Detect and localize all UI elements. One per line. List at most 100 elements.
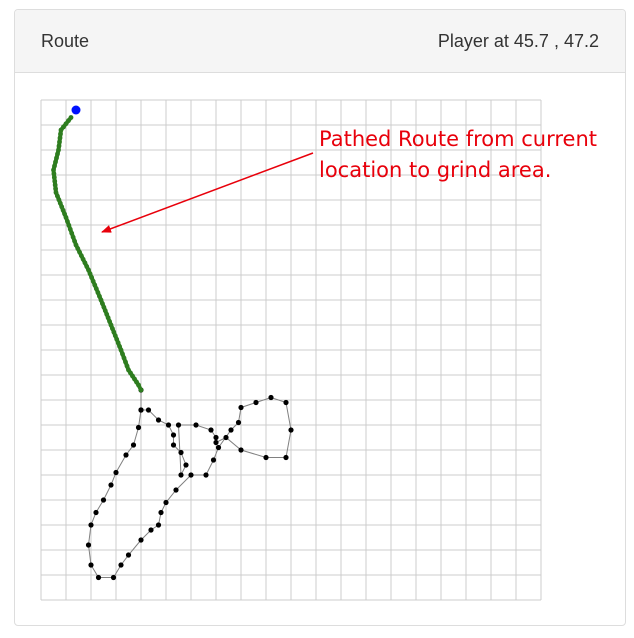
grind-waypoint bbox=[125, 552, 132, 558]
grind-waypoint bbox=[238, 447, 244, 453]
annotation-arrow bbox=[101, 152, 314, 233]
grind-waypoint bbox=[203, 472, 209, 478]
pathed-waypoint bbox=[80, 256, 86, 262]
pathed-waypoint bbox=[118, 347, 124, 353]
pathed-waypoint bbox=[97, 293, 102, 299]
pathed-route-line bbox=[51, 115, 143, 392]
player-position: Player at 45.7 , 47.2 bbox=[437, 31, 599, 51]
pathed-waypoint bbox=[52, 163, 57, 169]
grind-waypoint bbox=[148, 527, 154, 533]
pathed-waypoint bbox=[56, 147, 61, 153]
grind-waypoint bbox=[188, 472, 194, 478]
grind-route-line bbox=[87, 390, 292, 578]
player-y: 47.2 bbox=[563, 31, 599, 51]
pathed-waypoint bbox=[93, 286, 99, 292]
pathed-waypoint bbox=[95, 290, 101, 295]
pathed-waypoint bbox=[77, 249, 82, 255]
grind-waypoint bbox=[93, 509, 99, 516]
pathed-waypoint bbox=[136, 382, 141, 388]
grind-waypoint bbox=[88, 522, 94, 528]
grind-waypoint bbox=[113, 469, 119, 476]
grind-waypoint bbox=[178, 472, 184, 478]
grind-waypoint bbox=[175, 422, 182, 428]
grind-waypoint bbox=[155, 522, 162, 528]
pathed-waypoint bbox=[123, 359, 128, 365]
pathed-waypoint bbox=[72, 238, 77, 244]
pathed-waypoint bbox=[52, 182, 58, 188]
pathed-waypoint bbox=[56, 143, 62, 149]
pathed-waypoint bbox=[53, 159, 58, 165]
grind-waypoint bbox=[288, 427, 294, 433]
grind-waypoint bbox=[170, 432, 177, 438]
pathed-waypoint bbox=[84, 264, 90, 269]
annotation-text: Pathed Route from current location to gr… bbox=[319, 127, 597, 182]
grind-waypoint bbox=[213, 439, 219, 446]
pathed-waypoint bbox=[58, 127, 64, 133]
pathed-waypoint bbox=[67, 226, 73, 232]
grind-waypoint bbox=[228, 427, 234, 433]
panel-title: Route bbox=[41, 31, 90, 51]
pathed-waypoint bbox=[51, 167, 56, 173]
map-grid bbox=[40, 99, 542, 601]
pathed-waypoint bbox=[89, 275, 95, 280]
pathed-waypoint bbox=[53, 186, 58, 192]
pathed-waypoint bbox=[66, 222, 72, 228]
grind-waypoint bbox=[238, 404, 244, 411]
pathed-waypoint bbox=[124, 363, 130, 369]
grind-waypoint bbox=[173, 487, 179, 493]
grind-waypoint bbox=[118, 562, 124, 568]
pathed-waypoint bbox=[65, 219, 70, 224]
grind-waypoint bbox=[85, 542, 92, 548]
grind-waypoint bbox=[183, 462, 189, 468]
pathed-waypoint bbox=[121, 355, 127, 361]
pathed-waypoint bbox=[120, 351, 125, 357]
grind-waypoint bbox=[210, 457, 217, 463]
player-x: 45.7 bbox=[513, 31, 549, 51]
pathed-waypoint bbox=[57, 139, 62, 145]
grind-waypoint bbox=[158, 509, 164, 516]
pathed-waypoint bbox=[54, 155, 59, 161]
grind-waypoint bbox=[100, 497, 107, 503]
pathed-waypoint bbox=[82, 260, 88, 266]
grind-waypoint bbox=[163, 499, 169, 506]
pathed-waypoint bbox=[51, 171, 57, 177]
pathed-waypoint bbox=[75, 246, 81, 251]
grind-waypoint bbox=[253, 399, 259, 406]
player-label: Player at bbox=[437, 31, 509, 51]
pathed-waypoint bbox=[57, 135, 63, 141]
pathed-waypoint bbox=[55, 151, 60, 157]
grind-waypoint bbox=[135, 424, 142, 431]
grind-waypoint bbox=[170, 442, 177, 448]
pathed-waypoint bbox=[51, 175, 57, 180]
pathed-waypoint bbox=[63, 215, 69, 220]
pathed-waypoint bbox=[69, 230, 75, 236]
grind-waypoint bbox=[178, 449, 184, 456]
grind-waypoint bbox=[145, 407, 152, 413]
grind-waypoint bbox=[138, 407, 144, 413]
grind-waypoint bbox=[88, 562, 94, 568]
grind-waypoint bbox=[110, 574, 117, 581]
grind-waypoint bbox=[123, 452, 129, 458]
grind-waypoint bbox=[208, 427, 214, 433]
grind-waypoint bbox=[223, 434, 229, 441]
grind-waypoint bbox=[213, 434, 219, 441]
grind-waypoint bbox=[283, 454, 289, 461]
pathed-waypoint bbox=[58, 131, 63, 137]
grind-waypoint bbox=[95, 574, 102, 581]
grind-waypoint bbox=[108, 482, 114, 488]
grind-waypoint bbox=[283, 399, 289, 406]
panel-header: Route Player at 45.7 , 47.2 bbox=[15, 10, 625, 73]
pathed-waypoint bbox=[87, 271, 93, 277]
grind-waypoint bbox=[235, 419, 242, 426]
grind-waypoint bbox=[130, 442, 137, 448]
pathed-waypoint bbox=[70, 234, 76, 240]
grind-waypoint bbox=[268, 394, 274, 401]
pathed-waypoint bbox=[92, 282, 98, 288]
pathed-waypoint bbox=[86, 267, 91, 273]
pathed-waypoint bbox=[138, 387, 144, 393]
grind-waypoint bbox=[155, 417, 162, 423]
pathed-waypoint bbox=[90, 278, 96, 284]
grind-waypoint bbox=[215, 444, 222, 451]
grind-waypoint bbox=[193, 422, 199, 428]
